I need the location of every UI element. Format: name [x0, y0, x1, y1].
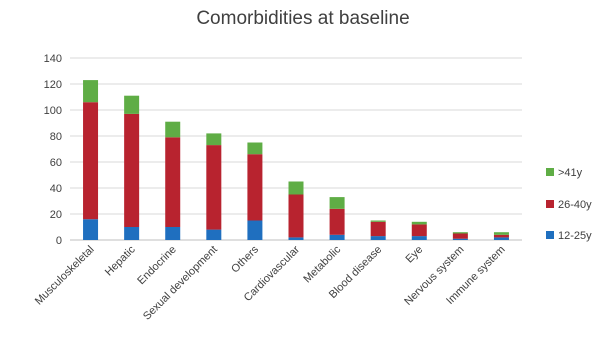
bar-segment: [83, 102, 99, 220]
legend-label: 12-25y: [558, 230, 592, 242]
bar-segment: [452, 232, 468, 234]
y-tick-label: 20: [50, 209, 62, 221]
legend-swatch: [546, 168, 554, 176]
bar-segment: [165, 227, 181, 240]
y-tick-label: 120: [44, 79, 62, 91]
bar-segment: [411, 236, 427, 240]
bar-segment: [329, 234, 345, 240]
bar-segment: [288, 237, 304, 240]
bar-segment: [165, 121, 181, 138]
x-category-label: Hepatic: [103, 243, 138, 278]
legend-swatch: [546, 200, 554, 208]
x-category-label: Eye: [403, 244, 425, 266]
x-category-label: Metabolic: [301, 243, 343, 285]
bar-segment: [247, 142, 263, 155]
bar-segment: [493, 232, 509, 235]
legend-label: >41y: [558, 167, 583, 179]
bar-segment: [411, 221, 427, 225]
bar-segment: [206, 229, 222, 240]
bar-segment: [370, 220, 386, 222]
bar-segment: [493, 237, 509, 240]
bar-segment: [493, 234, 509, 238]
y-tick-label: 100: [44, 105, 62, 117]
bar-segment: [329, 197, 345, 209]
x-category-label: Musculoskeletal: [33, 244, 97, 308]
y-tick-label: 140: [44, 53, 62, 65]
y-tick-label: 0: [56, 235, 62, 247]
bar-segment: [206, 145, 222, 230]
y-tick-label: 80: [50, 131, 62, 143]
legend-swatch: [546, 231, 554, 239]
bar-segment: [206, 133, 222, 146]
bar-segment: [124, 95, 140, 114]
x-category-label: Sexual development: [141, 244, 220, 323]
x-category-label: Endocrine: [135, 244, 179, 288]
bar-segment: [247, 220, 263, 240]
bar-segment: [370, 221, 386, 237]
bar-segment: [165, 137, 181, 227]
y-tick-label: 40: [50, 183, 62, 195]
x-category-label: Others: [229, 243, 261, 275]
bar-segment: [83, 219, 99, 240]
bar-segment: [452, 238, 468, 240]
bar-segment: [124, 113, 140, 227]
bar-segment: [288, 181, 304, 195]
chart-title: Comorbidities at baseline: [196, 8, 410, 29]
bar-segment: [83, 80, 99, 103]
y-tick-label: 60: [50, 157, 62, 169]
bar-segment: [288, 194, 304, 238]
bar-segment: [411, 224, 427, 237]
bar-segment: [124, 227, 140, 240]
legend-label: 26-40y: [558, 199, 592, 211]
bar-segment: [329, 208, 345, 235]
bar-segment: [452, 233, 468, 239]
bar-segment: [247, 154, 263, 221]
bar-segment: [370, 236, 386, 240]
